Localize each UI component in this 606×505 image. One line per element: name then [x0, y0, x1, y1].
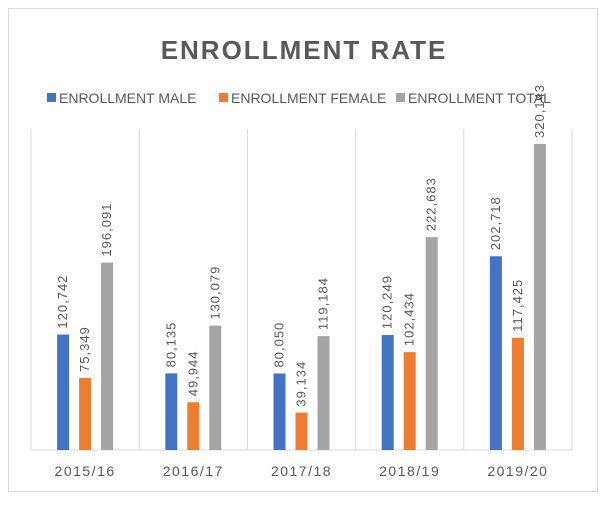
bar-male	[489, 256, 502, 450]
bar-female	[403, 352, 416, 450]
data-label: 196,091	[99, 203, 114, 257]
data-label: 120,742	[55, 275, 70, 329]
legend: ENROLLMENT MALE ENROLLMENT FEMALE ENROLLME…	[47, 90, 551, 106]
bar-male	[57, 334, 70, 450]
data-label: 102,434	[402, 292, 417, 346]
data-label: 49,944	[185, 350, 200, 396]
legend-swatch-total	[396, 93, 405, 102]
bar-female	[187, 402, 200, 450]
bar-total	[533, 143, 546, 450]
legend-swatch-male	[47, 93, 56, 102]
x-tick-label: 2017/18	[271, 463, 332, 479]
data-label: 117,425	[510, 279, 525, 332]
chart-frame: ENROLLMENT RATE ENROLLMENT MALE ENROLLMEN…	[8, 8, 598, 492]
data-label: 130,079	[207, 266, 222, 320]
bar-total	[101, 262, 114, 450]
data-label: 39,134	[294, 361, 309, 407]
bar-total	[317, 336, 330, 450]
bar-male	[165, 373, 178, 450]
bar-male	[273, 373, 286, 450]
bar-female	[511, 337, 524, 450]
bar-male	[381, 335, 394, 450]
x-tick-label: 2016/17	[163, 463, 224, 479]
data-label: 202,718	[488, 196, 503, 250]
legend-label-female: ENROLLMENT FEMALE	[231, 90, 386, 106]
data-label: 119,184	[316, 277, 331, 330]
x-tick-label: 2018/19	[379, 463, 440, 479]
chart-title: ENROLLMENT RATE	[161, 35, 448, 65]
data-label: 80,050	[272, 322, 287, 368]
data-label: 222,683	[424, 177, 439, 231]
data-label: 80,135	[163, 322, 178, 368]
bar-female	[295, 412, 308, 450]
chart-svg: ENROLLMENT RATE ENROLLMENT MALE ENROLLMEN…	[30, 35, 573, 479]
bar-total	[209, 325, 222, 450]
data-label: 320,143	[532, 84, 547, 138]
bar-female	[79, 377, 92, 450]
legend-swatch-female	[219, 93, 228, 102]
legend-label-total: ENROLLMENT TOTAL	[408, 90, 551, 106]
data-label: 75,349	[77, 326, 92, 372]
data-label: 120,249	[380, 275, 395, 329]
plot-area: 2015/16 120,742 75,349 196,091 2016/17 80,135…	[30, 84, 573, 479]
bar-total	[425, 237, 438, 450]
x-tick-label: 2019/20	[487, 463, 548, 479]
legend-label-male: ENROLLMENT MALE	[59, 90, 196, 106]
x-tick-label: 2015/16	[55, 463, 116, 479]
